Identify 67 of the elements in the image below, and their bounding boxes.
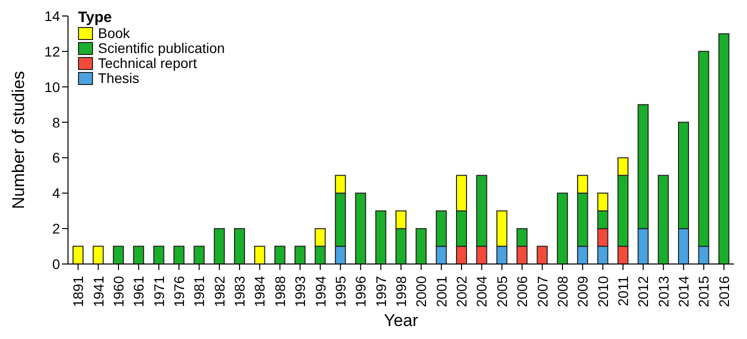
bar xyxy=(133,246,144,264)
y-tick-label: 0 xyxy=(52,256,60,272)
x-tick-label: 2004 xyxy=(474,276,490,308)
bar xyxy=(274,246,286,264)
x-axis-title: Year xyxy=(384,311,419,330)
x-tick-label: 2000 xyxy=(413,276,430,308)
bar xyxy=(214,228,225,264)
legend-label: Book xyxy=(98,25,130,41)
bar xyxy=(375,210,386,264)
x-tick-label: 2009 xyxy=(574,276,591,308)
x-tick-label: 2011 xyxy=(615,276,631,306)
legend-label: Thesis xyxy=(98,70,140,86)
x-tick-label: 1982 xyxy=(211,276,228,308)
bar xyxy=(355,192,366,264)
y-tick-label: 4 xyxy=(52,185,60,202)
x-tick-label: 1983 xyxy=(232,276,248,308)
bar xyxy=(416,228,427,264)
x-tick-label: 1941 xyxy=(90,276,106,308)
x-tick-label: 2013 xyxy=(655,276,672,308)
bar xyxy=(658,174,669,264)
y-tick-label: 8 xyxy=(52,114,60,130)
bar xyxy=(194,246,205,264)
bar xyxy=(536,246,548,264)
x-tick-label: 1976 xyxy=(171,276,187,308)
x-tick-label: 2002 xyxy=(454,276,470,308)
bar xyxy=(92,246,104,264)
x-tick-label: 1961 xyxy=(130,276,147,308)
x-tick-label: 1960 xyxy=(110,276,126,308)
x-tick-label: 2005 xyxy=(494,276,510,308)
bar xyxy=(556,192,568,264)
bar xyxy=(72,246,84,264)
y-tick-label: 6 xyxy=(52,150,60,166)
x-tick-label: 1981 xyxy=(191,276,208,308)
y-tick-label: 2 xyxy=(52,220,60,237)
bar xyxy=(718,33,730,264)
bar xyxy=(254,246,266,264)
x-tick-label: 1994 xyxy=(312,276,328,308)
x-tick-label: 1995 xyxy=(332,276,348,308)
x-tick-label: 1997 xyxy=(372,276,389,308)
y-axis-title: Number of studies xyxy=(9,71,28,209)
x-tick-label: 2012 xyxy=(635,276,652,308)
legend-label: Technical report xyxy=(98,55,197,71)
x-tick-label: 2007 xyxy=(534,276,550,308)
x-tick-label: 1998 xyxy=(393,276,409,308)
bar xyxy=(153,246,164,264)
x-tick-label: 1984 xyxy=(252,276,268,308)
x-tick-label: 2001 xyxy=(433,276,450,308)
x-tick-label: 1996 xyxy=(352,276,369,308)
bar xyxy=(112,246,124,264)
x-tick-label: 1971 xyxy=(150,276,167,308)
bar xyxy=(234,228,245,264)
x-tick-label: 2015 xyxy=(696,276,712,308)
legend-label: Scientific publication xyxy=(98,40,225,56)
x-tick-label: 2008 xyxy=(554,276,570,308)
legend-title: Type xyxy=(78,9,113,26)
x-tick-label: 2016 xyxy=(716,276,732,308)
y-tick-label: 10 xyxy=(44,78,60,95)
x-tick-label: 1891 xyxy=(70,276,86,308)
x-tick-label: 2010 xyxy=(594,276,611,308)
bar xyxy=(294,246,306,264)
y-tick-label: 14 xyxy=(44,8,60,24)
x-tick-label: 1993 xyxy=(292,276,308,308)
x-tick-label: 2014 xyxy=(676,276,692,308)
bar xyxy=(173,246,184,264)
x-tick-label: 2006 xyxy=(514,276,530,308)
x-tick-label: 1988 xyxy=(272,276,288,308)
y-tick-label: 12 xyxy=(44,43,60,60)
